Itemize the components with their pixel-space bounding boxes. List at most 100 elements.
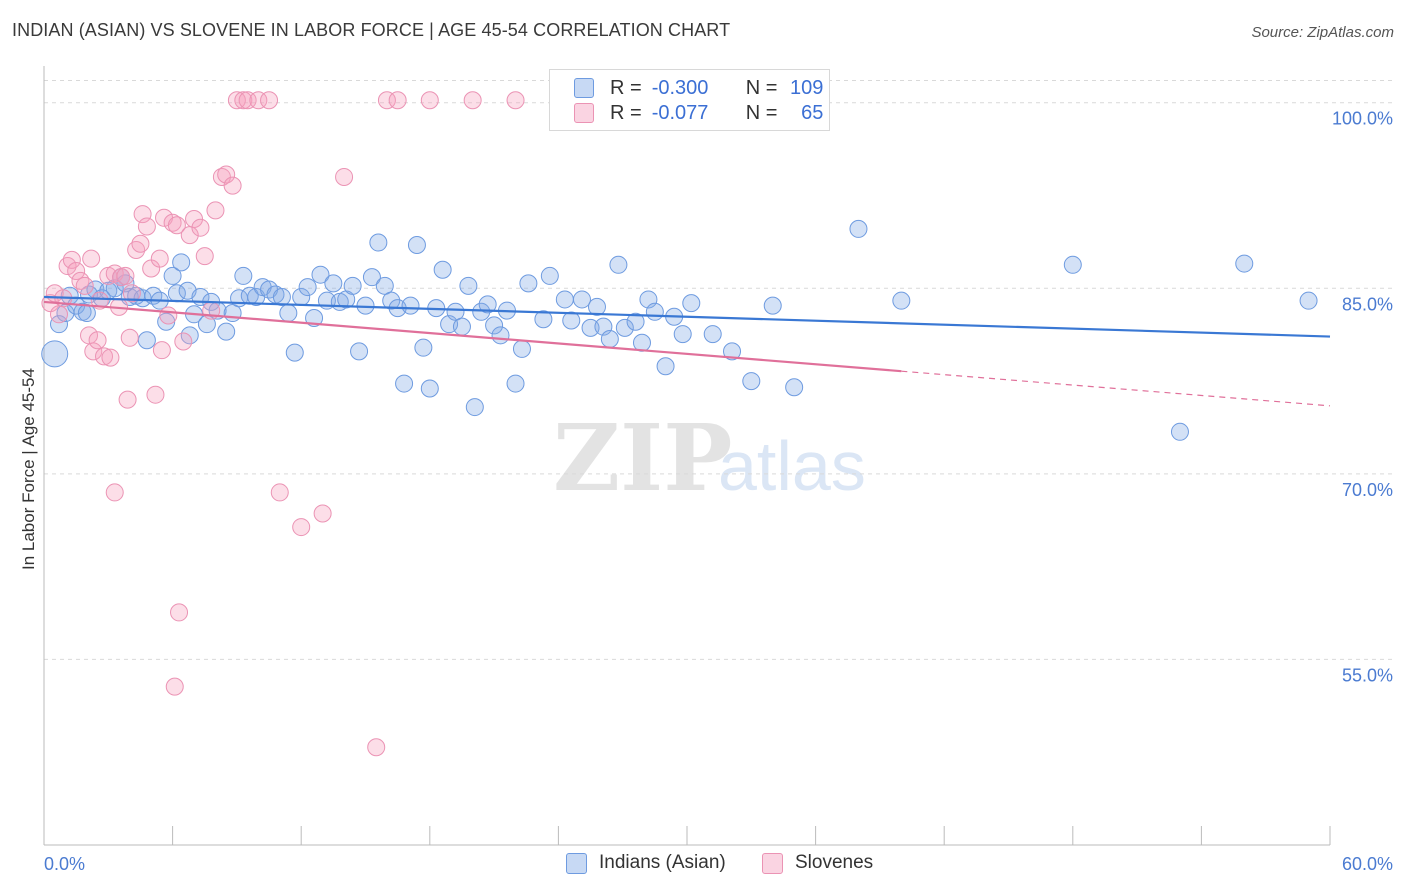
slovenes-point (90, 291, 109, 310)
indians-point (137, 331, 156, 350)
slovenes-point (137, 217, 156, 236)
chart-title: INDIAN (ASIAN) VS SLOVENE IN LABOR FORCE… (12, 20, 731, 40)
indians-point (375, 276, 394, 295)
bottom-legend-slovenes: Slovenes (762, 852, 873, 874)
indians-point (626, 312, 645, 331)
indians-point (1299, 291, 1318, 310)
indians-point (395, 374, 414, 393)
legend-swatch-blue (574, 78, 594, 98)
stats-legend: R = -0.300 N = 109 R = -0.077 N = 65 (549, 69, 830, 131)
slovenes-point (131, 234, 150, 253)
indians-point (50, 315, 69, 334)
indians-point (673, 325, 692, 344)
indians-point (401, 296, 420, 315)
slovenes-point (217, 165, 236, 184)
indians-point (587, 297, 606, 316)
slovenes-point (159, 306, 178, 325)
slovenes-point (506, 91, 525, 110)
legend-n-label: N = (745, 76, 778, 99)
slovenes-point (118, 390, 137, 409)
indians-point (305, 308, 324, 327)
source-credit: Source: ZipAtlas.com (1251, 24, 1394, 41)
slovenes-point (195, 247, 214, 266)
indians-point (343, 276, 362, 295)
legend-n-value: 109 (790, 76, 824, 99)
y-tick-label: 55.0% (1342, 665, 1393, 685)
indians-point (350, 342, 369, 361)
indians-point (763, 296, 782, 315)
indians-point (723, 342, 742, 361)
slovenes-point (174, 332, 193, 351)
indians-point (459, 276, 478, 295)
slovenes-point (463, 91, 482, 110)
indians-point (446, 302, 465, 321)
slovenes-point (120, 328, 139, 347)
legend-r-value: -0.300 (651, 76, 709, 99)
bottom-legend-swatch-pink (762, 852, 783, 874)
indians-point (682, 294, 701, 313)
indians-point (555, 290, 574, 309)
indians-point (1235, 254, 1254, 273)
slovenes-point (249, 91, 268, 110)
indians-point (609, 255, 628, 274)
indians-point (77, 304, 96, 323)
slovenes-point (388, 91, 407, 110)
slovenes-point (95, 347, 114, 366)
indians-point (382, 291, 401, 310)
slovenes-trendline (43, 300, 902, 373)
legend-r-value: -0.077 (651, 101, 709, 124)
bottom-legend-label-indians: Indians (Asian) (599, 852, 726, 873)
indians-trendline (43, 295, 1331, 338)
indians-point (506, 374, 525, 393)
legend-row-slovenes: R = -0.077 N = 65 (574, 101, 823, 125)
indians-point (849, 219, 868, 238)
watermark-zip: ZIP (553, 404, 732, 512)
indians-point (600, 330, 619, 349)
watermark-atlas: atlas (718, 427, 866, 505)
indians-point (362, 268, 381, 287)
slovenes-point (62, 250, 81, 269)
slovenes-point (84, 342, 103, 361)
x-tick-label: 0.0% (44, 854, 85, 874)
indians-point (369, 233, 388, 252)
y-tick-label: 85.0% (1342, 294, 1393, 314)
slovenes-point (116, 266, 135, 285)
legend-n-label: N = (745, 101, 778, 124)
indians-point (656, 357, 675, 376)
slovenes-point (292, 518, 311, 537)
indians-point (581, 318, 600, 337)
indians-point (465, 398, 484, 417)
indians-point (452, 317, 471, 336)
slovenes-point (82, 249, 101, 268)
indians-point (472, 302, 491, 321)
slovenes-point (227, 91, 246, 110)
bottom-legend-label-slovenes: Slovenes (795, 852, 874, 873)
indians-point (534, 310, 553, 329)
legend-swatch-pink (574, 103, 594, 123)
indians-point (407, 236, 426, 255)
indians-point (645, 302, 664, 321)
slovenes-point (335, 167, 354, 186)
slovenes-point (165, 677, 184, 696)
slovenes-point (150, 249, 169, 268)
indians-point (1170, 422, 1189, 441)
indians-point (234, 266, 253, 285)
indians-point (41, 340, 69, 368)
slovenes-point (238, 91, 257, 110)
indians-point (414, 338, 433, 357)
slovenes-point (377, 91, 396, 110)
indians-point (615, 318, 634, 337)
bottom-legend-swatch-blue (566, 852, 587, 874)
slovenes-point (313, 504, 332, 523)
indians-point (285, 343, 304, 362)
slovenes-point (260, 91, 279, 110)
indians-point (512, 339, 531, 358)
indians-point (703, 325, 722, 344)
indians-point (163, 266, 182, 285)
legend-r-label: R = (610, 101, 642, 124)
indians-point (572, 290, 591, 309)
slovenes-point (50, 305, 69, 324)
indians-point (272, 287, 291, 306)
indians-point (785, 378, 804, 397)
